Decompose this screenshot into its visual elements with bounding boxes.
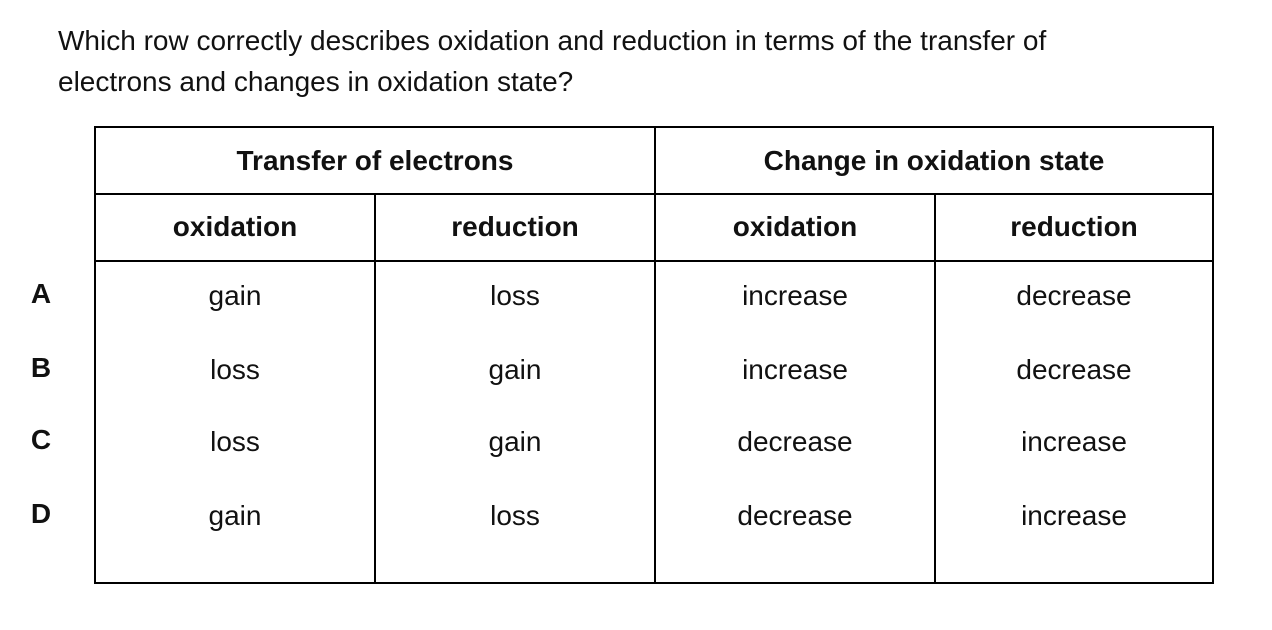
table-cell: decrease bbox=[737, 426, 853, 457]
table-cell: loss bbox=[490, 500, 540, 531]
table-rule bbox=[934, 194, 936, 582]
subheader-state-reduction: reduction bbox=[1010, 211, 1138, 242]
subheader-state-oxidation: oxidation bbox=[732, 211, 858, 242]
question-text: Which row correctly describes oxidation … bbox=[58, 20, 1238, 102]
subheader-electron-oxidation: oxidation bbox=[172, 211, 298, 242]
table-cell: decrease bbox=[737, 500, 853, 531]
row-label-a: A bbox=[30, 278, 52, 309]
table-rule bbox=[654, 128, 656, 582]
table-cell: increase bbox=[1021, 500, 1127, 531]
subheader-electron-reduction: reduction bbox=[451, 211, 579, 242]
row-label-d: D bbox=[30, 498, 52, 529]
row-label-c: C bbox=[30, 424, 52, 455]
table-cell: loss bbox=[210, 354, 260, 385]
table-rule bbox=[374, 194, 376, 582]
table-cell: decrease bbox=[1016, 354, 1132, 385]
table-cell: gain bbox=[208, 280, 262, 311]
header-transfer-of-electrons: Transfer of electrons bbox=[236, 145, 514, 176]
answer-table: Transfer of electrons Change in oxidatio… bbox=[94, 126, 1214, 584]
table-cell: increase bbox=[1021, 426, 1127, 457]
table-cell: gain bbox=[208, 500, 262, 531]
table-cell: increase bbox=[742, 280, 848, 311]
table-cell: decrease bbox=[1016, 280, 1132, 311]
question-line-1: Which row correctly describes oxidation … bbox=[58, 25, 1047, 56]
table-cell: increase bbox=[742, 354, 848, 385]
question-line-2: electrons and changes in oxidation state… bbox=[58, 66, 574, 97]
table-cell: gain bbox=[488, 354, 542, 385]
table-cell: loss bbox=[210, 426, 260, 457]
row-label-b: B bbox=[30, 352, 52, 383]
table-cell: loss bbox=[490, 280, 540, 311]
header-change-in-oxidation-state: Change in oxidation state bbox=[763, 145, 1105, 176]
table-cell: gain bbox=[488, 426, 542, 457]
